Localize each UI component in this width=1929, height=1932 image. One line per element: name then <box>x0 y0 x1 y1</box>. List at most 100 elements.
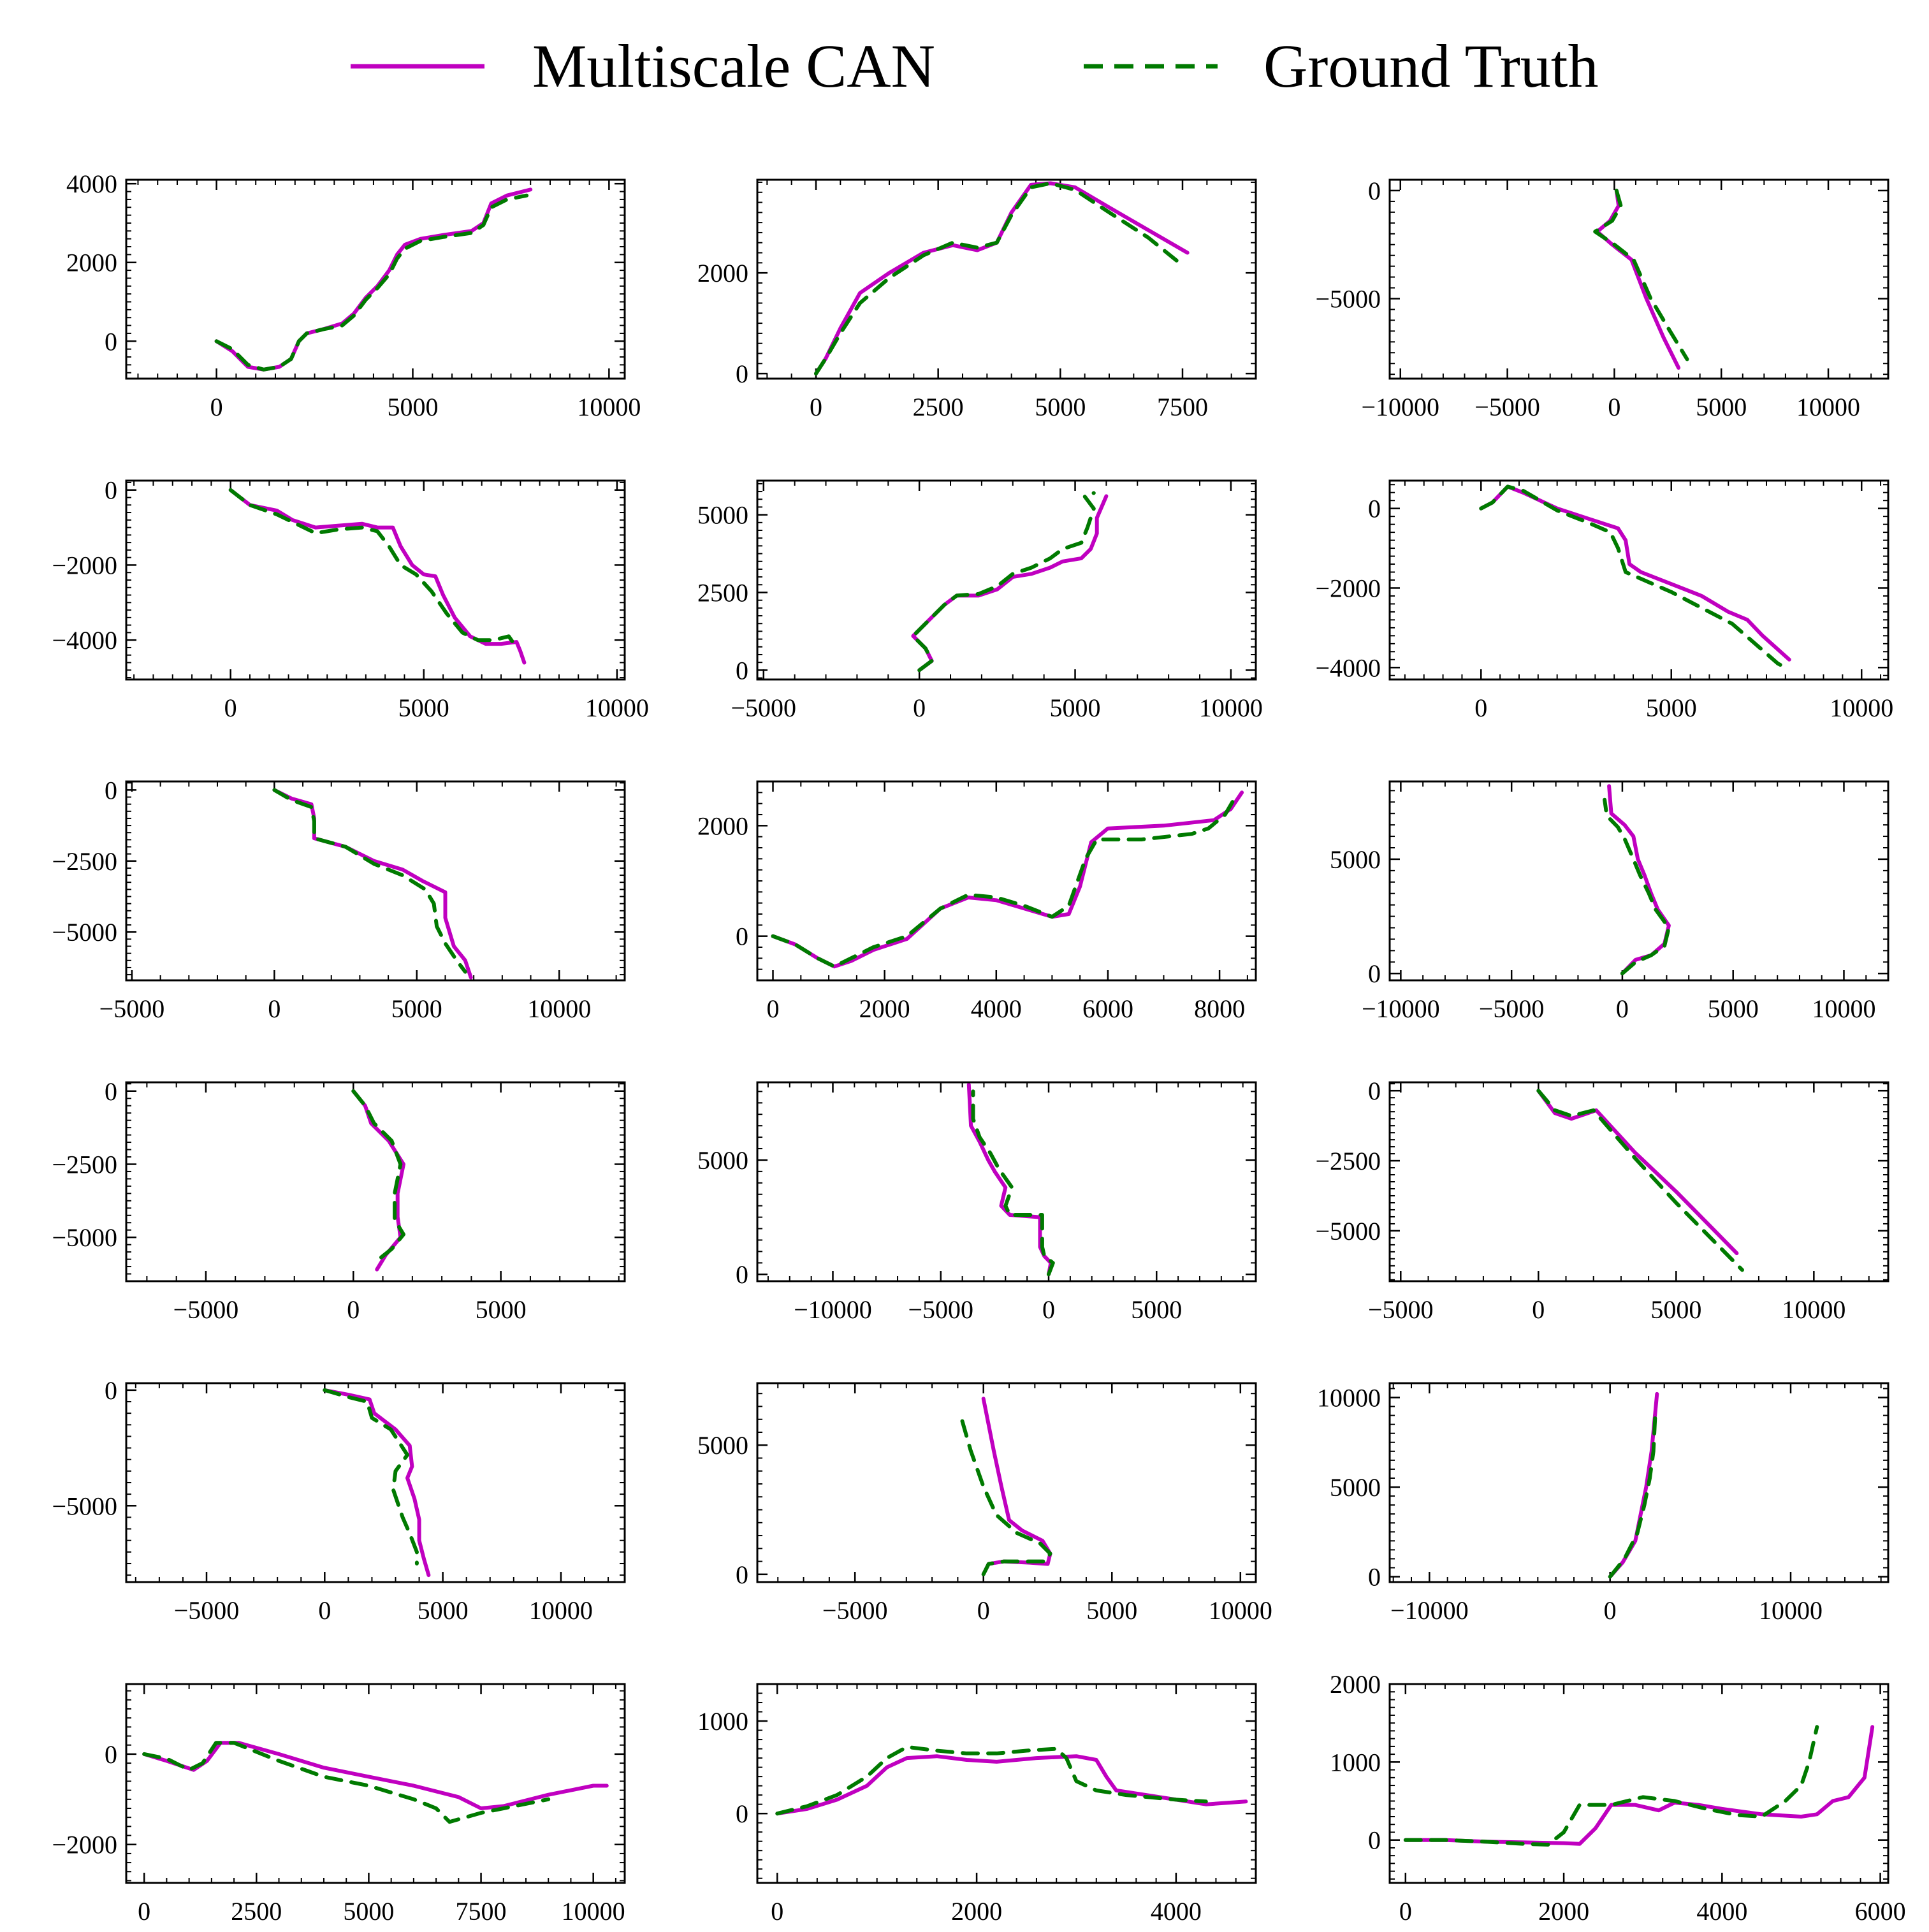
x-tick-label: 0 <box>210 393 223 421</box>
y-tick-label: 0 <box>105 1740 117 1769</box>
panel-1-2: 0 2500 5000 7500 0 2000 <box>697 178 1257 421</box>
x-tick-label: −5000 <box>731 694 796 722</box>
y-tick-label: −4000 <box>52 626 117 655</box>
axes-frame <box>756 1081 1257 1282</box>
y-tick-label: 10000 <box>1317 1383 1381 1412</box>
x-tick-label: 7500 <box>456 1897 507 1926</box>
x-tick-label: 0 <box>977 1596 990 1625</box>
legend-label-ground-truth: Ground Truth <box>1263 32 1598 100</box>
x-tick-label: 5000 <box>1050 694 1101 722</box>
x-tick-label: 0 <box>767 994 780 1023</box>
axes-frame <box>756 178 1257 380</box>
series-ground-truth-line <box>911 491 1096 672</box>
x-tick-label: 5000 <box>1035 393 1086 421</box>
x-tick-label: 5000 <box>476 1295 527 1324</box>
y-tick-label: 0 <box>105 1376 117 1405</box>
series-multiscale-can-line <box>814 181 1190 376</box>
x-tick-label: 6000 <box>1855 1897 1906 1926</box>
series-multiscale-can-line <box>228 488 527 665</box>
x-tick-label: 2500 <box>913 393 964 421</box>
y-tick-label: 0 <box>1368 177 1381 205</box>
x-tick-label: 2000 <box>1538 1897 1589 1926</box>
x-tick-label: 10000 <box>1830 694 1893 722</box>
series-multiscale-can-line <box>323 1388 431 1578</box>
panel-4-1: −5000 0 5000 −5000 −2500 0 <box>52 1077 626 1324</box>
y-tick-label: 0 <box>105 776 117 804</box>
x-tick-label: 5000 <box>1650 1295 1701 1324</box>
panel-6-1: 0 2500 5000 7500 10000 −2000 0 <box>52 1683 626 1926</box>
series-ground-truth-line <box>323 1388 419 1565</box>
y-tick-label: 5000 <box>697 501 748 530</box>
panel-6-2: 0 2000 4000 0 1000 <box>697 1683 1257 1926</box>
y-tick-label: −5000 <box>1315 1217 1381 1246</box>
y-tick-label: 0 <box>105 327 117 356</box>
x-tick-label: 5000 <box>343 1897 394 1926</box>
panel-4-2: −10000 −5000 0 5000 0 5000 <box>697 1081 1257 1324</box>
axes-frame <box>125 1081 626 1282</box>
panel-3-2: 0 2000 4000 6000 8000 0 2000 <box>697 780 1257 1023</box>
y-tick-label: 0 <box>736 922 748 951</box>
x-tick-label: 0 <box>1604 1596 1617 1625</box>
y-tick-label: −2000 <box>52 1831 117 1859</box>
axes-frame <box>1388 178 1889 380</box>
x-tick-label: 10000 <box>1812 994 1875 1023</box>
y-tick-label: 0 <box>736 1799 748 1828</box>
panel-5-3: −10000 0 10000 0 5000 10000 <box>1317 1382 1889 1625</box>
axes-frame <box>756 479 1257 681</box>
y-tick-label: −5000 <box>1315 285 1381 314</box>
axes-frame <box>1388 1081 1889 1282</box>
series-ground-truth-line <box>142 1741 551 1824</box>
x-tick-label: −5000 <box>173 1295 239 1324</box>
x-tick-label: 10000 <box>527 994 591 1023</box>
x-tick-label: −5000 <box>1479 994 1545 1023</box>
y-tick-label: −2000 <box>1315 574 1381 602</box>
x-tick-label: 5000 <box>398 694 449 722</box>
y-tick-label: 5000 <box>697 1431 748 1460</box>
series-multiscale-can-line <box>771 790 1244 969</box>
series-multiscale-can-line <box>272 788 473 980</box>
axes-frame <box>125 780 626 982</box>
y-tick-label: 5000 <box>697 1146 748 1175</box>
x-tick-label: 10000 <box>1796 393 1860 421</box>
y-tick-label: −2000 <box>52 551 117 579</box>
series-multiscale-can-line <box>1403 1725 1875 1846</box>
panel-2-1: 0 5000 10000 −4000 −2000 0 <box>52 476 648 722</box>
panel-6-3: 0 2000 4000 6000 0 1000 2000 <box>1330 1670 1906 1926</box>
panels-grid: 0 5000 10000 0 2000 4000 0 2500 5000 7500 0 2000 −10… <box>52 170 1905 1926</box>
series-multiscale-can-line <box>1595 189 1681 370</box>
x-tick-label: 0 <box>1474 694 1487 722</box>
axes-frame <box>1388 1683 1889 1884</box>
axes-frame <box>756 1382 1257 1583</box>
series-ground-truth-line <box>971 1089 1055 1277</box>
x-tick-label: 2500 <box>231 1897 282 1926</box>
x-tick-label: 0 <box>810 393 822 421</box>
y-tick-label: 2000 <box>697 259 748 287</box>
x-tick-label: −10000 <box>1390 1596 1469 1625</box>
series-ground-truth-line <box>1479 484 1787 670</box>
y-tick-label: 4000 <box>66 170 117 198</box>
panel-1-3: −10000 −5000 0 5000 10000 −5000 0 <box>1315 177 1889 421</box>
series-multiscale-can-line <box>981 1397 1052 1576</box>
x-tick-label: 10000 <box>529 1596 593 1625</box>
x-tick-label: 5000 <box>1086 1596 1137 1625</box>
y-tick-label: 5000 <box>1330 1473 1381 1502</box>
x-tick-label: 0 <box>318 1596 331 1625</box>
y-tick-label: 0 <box>1368 1077 1381 1105</box>
x-tick-label: 10000 <box>1782 1295 1845 1324</box>
axes-frame <box>756 1683 1257 1884</box>
panel-5-1: −5000 0 5000 10000 −5000 0 <box>52 1376 626 1625</box>
x-tick-label: 4000 <box>1151 1897 1202 1926</box>
x-tick-label: 5000 <box>1646 694 1697 722</box>
series-ground-truth-line <box>351 1089 405 1263</box>
x-tick-label: 0 <box>138 1897 150 1926</box>
axes-frame <box>125 1683 626 1884</box>
x-tick-label: 0 <box>1608 393 1620 421</box>
x-tick-label: 0 <box>1532 1295 1545 1324</box>
y-tick-label: −2500 <box>52 1150 117 1179</box>
series-ground-truth-line <box>214 193 529 372</box>
x-tick-label: 0 <box>913 694 926 722</box>
y-tick-label: −4000 <box>1315 653 1381 682</box>
y-tick-label: 0 <box>1368 1826 1381 1855</box>
x-tick-label: 0 <box>1042 1295 1055 1324</box>
x-tick-label: 0 <box>771 1897 783 1926</box>
